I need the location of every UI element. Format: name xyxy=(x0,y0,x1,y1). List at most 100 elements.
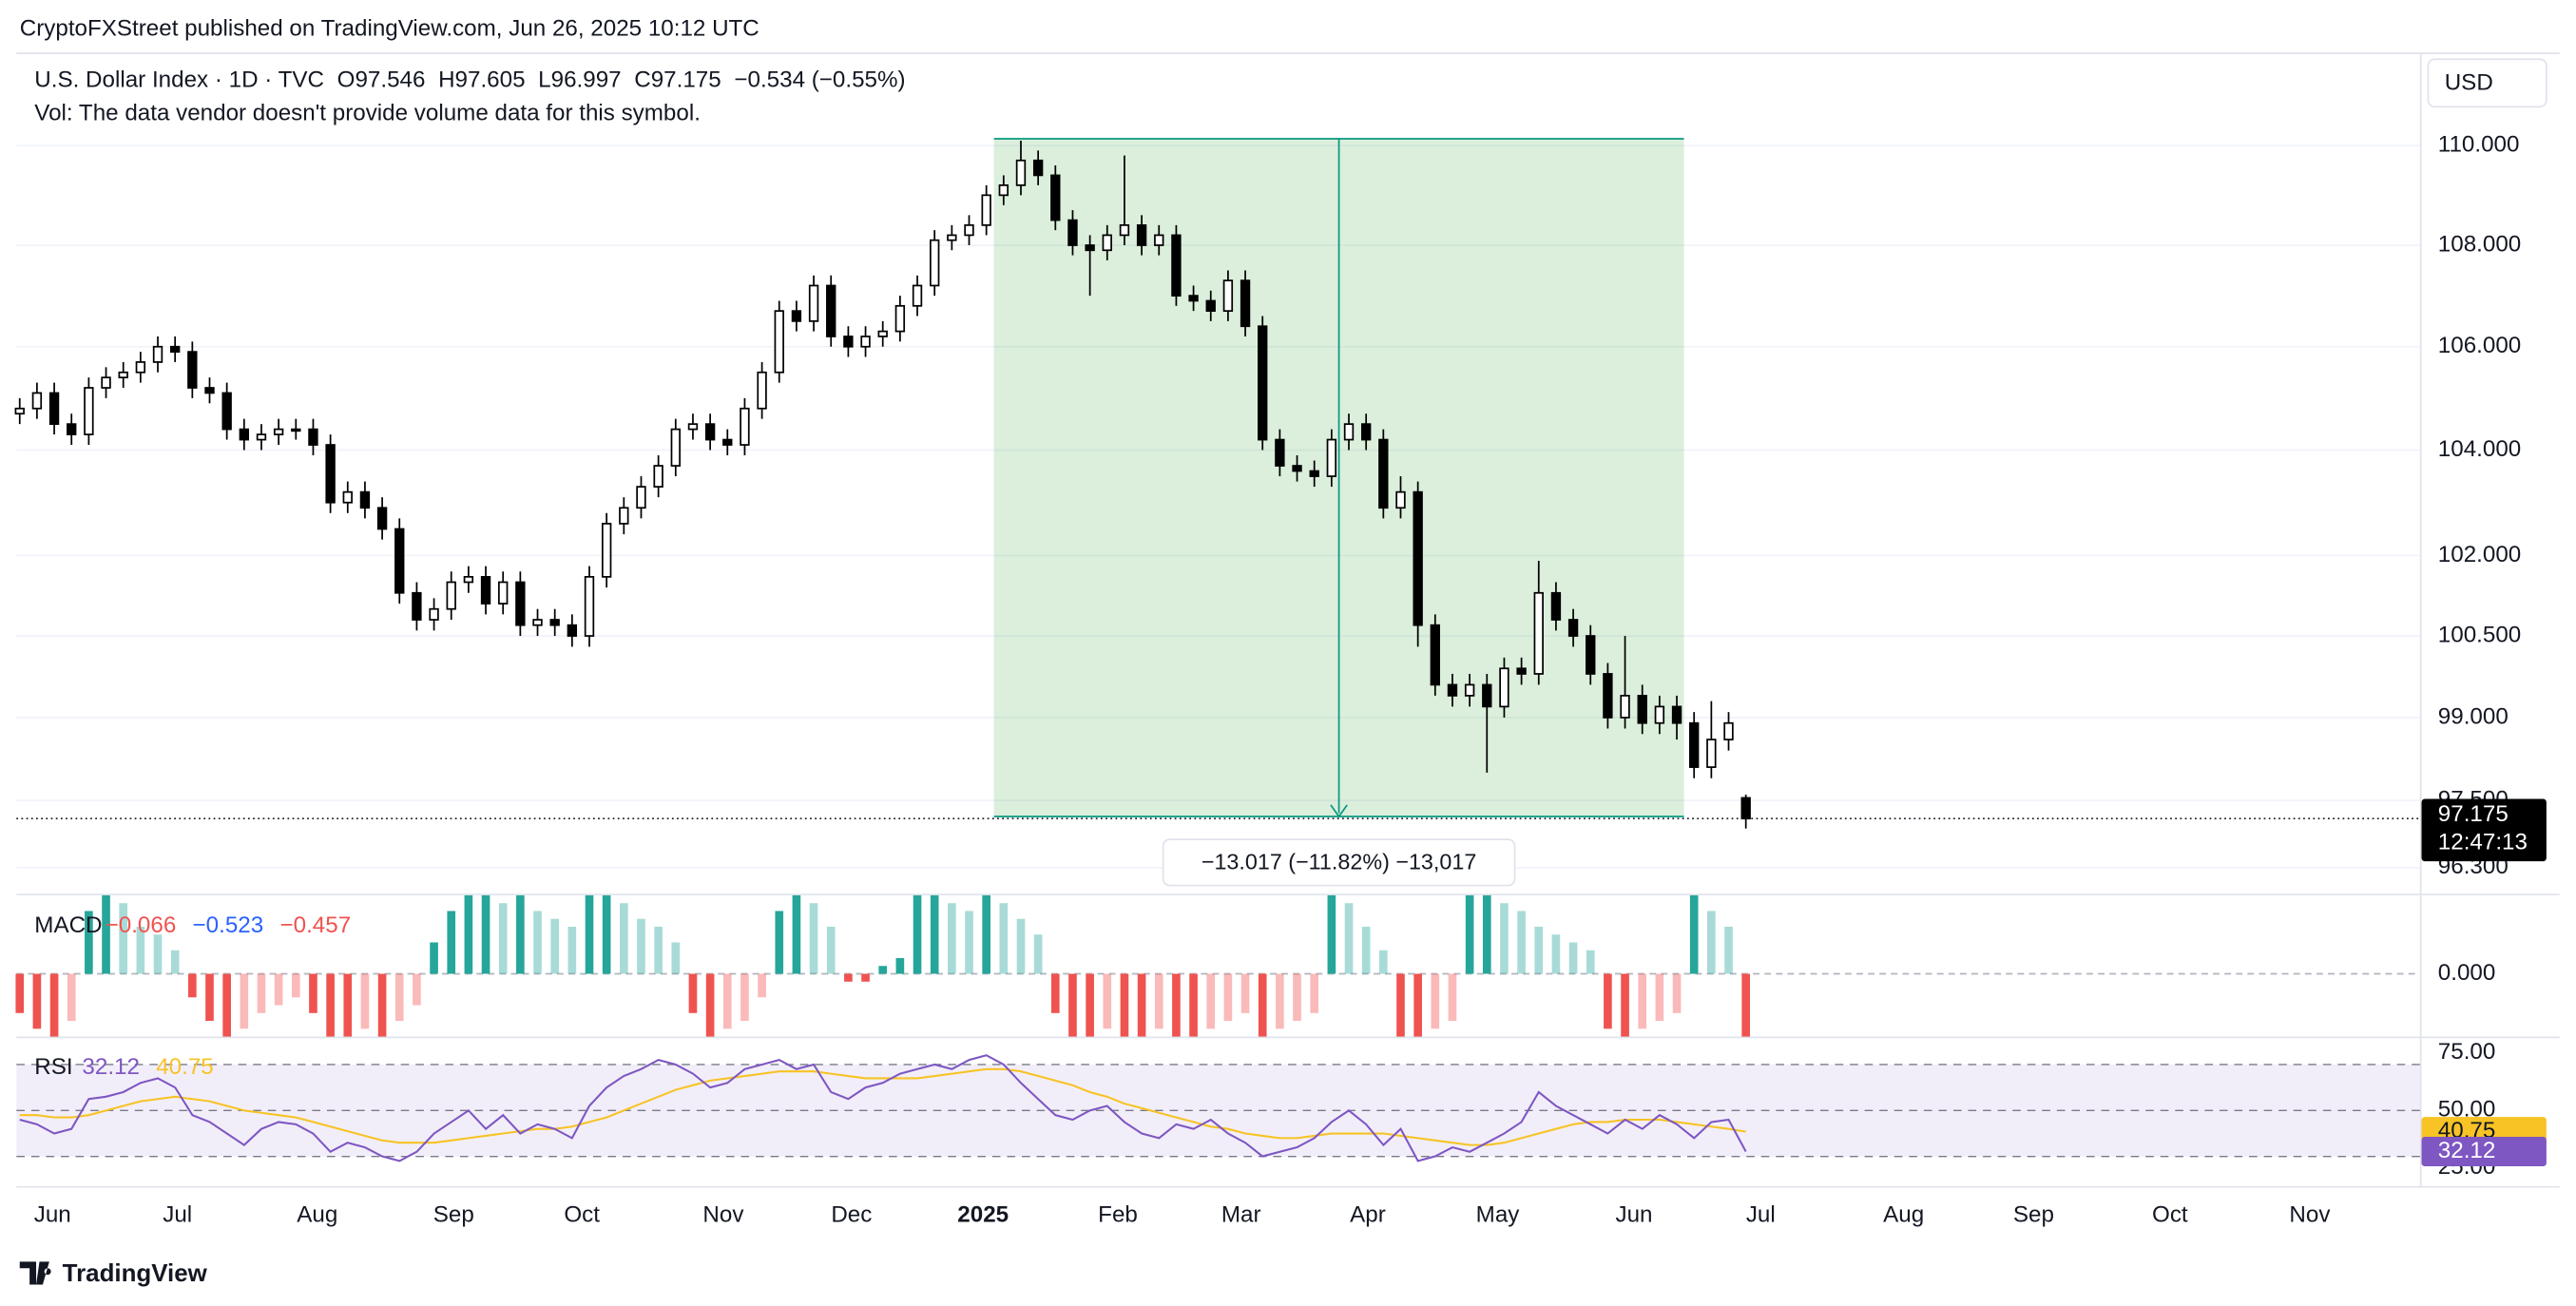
histogram-bar xyxy=(1068,973,1077,1037)
histogram-bar xyxy=(620,903,628,974)
candle-body xyxy=(1326,438,1337,477)
histogram-bar xyxy=(153,934,163,974)
frame xyxy=(16,52,2560,1188)
background-layer xyxy=(16,144,2420,1158)
histogram-bar xyxy=(826,926,836,974)
histogram-bar xyxy=(1517,911,1526,974)
histogram-bar xyxy=(809,903,818,974)
histogram-bar xyxy=(1431,973,1440,1029)
histogram-bar xyxy=(1120,973,1129,1037)
candle-body xyxy=(877,330,888,337)
histogram-bar xyxy=(1448,973,1457,1022)
histogram-bar xyxy=(240,973,249,1029)
histogram-bar xyxy=(1621,973,1629,1037)
candle-body xyxy=(498,581,509,605)
candle-body xyxy=(1637,695,1647,724)
candle-body xyxy=(412,591,422,621)
candle-body xyxy=(791,310,802,322)
indicator-title: MACD xyxy=(34,912,102,938)
x-tick-label: Mar xyxy=(1221,1201,1261,1227)
x-tick-label: Jun xyxy=(34,1201,71,1227)
candle-body xyxy=(1015,159,1027,186)
candle-body xyxy=(291,428,301,432)
histogram-bar xyxy=(533,911,542,974)
candle-body xyxy=(1343,423,1355,441)
candle-body xyxy=(687,423,699,431)
measure-arrowhead xyxy=(1330,804,1348,818)
candle-body xyxy=(1378,438,1389,509)
candle-body xyxy=(964,224,974,237)
candle-body xyxy=(808,284,819,322)
histogram-bar xyxy=(516,894,525,974)
candle-body xyxy=(1171,234,1182,297)
candle-body xyxy=(1188,295,1199,302)
candle-body xyxy=(1499,667,1509,708)
candle-body xyxy=(273,428,284,435)
change: −0.534 (−0.55%) xyxy=(734,67,905,93)
histogram-bar xyxy=(740,973,749,1022)
y-tick-label: 106.000 xyxy=(2438,333,2521,358)
candle-body xyxy=(619,507,629,525)
histogram-bar xyxy=(1103,973,1112,1029)
candle-body xyxy=(636,486,646,509)
measure-annotation: −13.017 (−11.82%) −13,017 xyxy=(993,138,1684,887)
histogram-bar xyxy=(188,973,197,998)
indicator-value: −0.457 xyxy=(280,912,352,938)
x-tick-label: Nov xyxy=(702,1201,744,1227)
histogram-bar xyxy=(1482,894,1491,974)
candle-body xyxy=(480,576,491,605)
histogram-bar xyxy=(102,894,110,974)
candle-body xyxy=(722,438,733,446)
histogram-bar xyxy=(982,894,990,974)
currency-box[interactable] xyxy=(2427,58,2547,108)
last-price: 97.175 xyxy=(2438,801,2509,827)
ohlc-value: 97.605 xyxy=(455,67,526,93)
histogram-bar xyxy=(309,973,317,1013)
candle-body xyxy=(860,336,871,348)
histogram-bar xyxy=(1465,894,1474,974)
candle-body xyxy=(187,351,198,389)
ohlc-prefix: L xyxy=(538,67,550,93)
candle-body xyxy=(118,371,128,379)
candle-body xyxy=(1516,667,1527,675)
candle-body xyxy=(670,428,681,467)
candle-body xyxy=(1464,683,1475,697)
candle-body xyxy=(1102,234,1112,252)
indicator-line xyxy=(19,1054,1747,1162)
candle-body xyxy=(204,387,215,394)
histogram-bar xyxy=(222,973,231,1037)
x-tick-label: Sep xyxy=(2013,1201,2054,1227)
histogram-bar xyxy=(291,973,300,998)
histogram-bar xyxy=(1137,973,1146,1037)
currency[interactable]: USD xyxy=(2445,70,2493,96)
histogram-bar xyxy=(585,894,594,974)
candle-body xyxy=(239,428,250,441)
candle-body xyxy=(1119,224,1130,237)
x-tick-label: Jul xyxy=(1746,1201,1776,1227)
histogram-bar xyxy=(85,911,93,974)
histogram-bar xyxy=(861,973,870,982)
histogram-bar xyxy=(257,973,266,1013)
candle-body xyxy=(549,619,560,626)
ohlc-value: 96.997 xyxy=(551,67,622,93)
histogram-bar xyxy=(602,894,611,974)
histogram-bar xyxy=(775,911,784,974)
histogram-bar xyxy=(1206,973,1216,1029)
candle-body xyxy=(757,371,767,410)
x-tick-label: Feb xyxy=(1098,1201,1138,1227)
brand-name: TradingView xyxy=(63,1260,208,1287)
histogram-bar xyxy=(722,973,732,1029)
candle-body xyxy=(1222,279,1234,313)
publisher: CryptoFXStreet published on TradingView.… xyxy=(20,16,759,42)
histogram-bar xyxy=(32,973,42,1029)
ohlc-prefix: O xyxy=(337,67,356,93)
candle-body xyxy=(376,507,388,530)
value-badge xyxy=(2421,1136,2547,1167)
histogram-bar xyxy=(49,973,59,1037)
candle-body xyxy=(843,336,854,348)
candle-body xyxy=(774,310,784,374)
histogram-bar xyxy=(1655,973,1664,1022)
candle-body xyxy=(31,392,43,410)
histogram-bar xyxy=(394,973,404,1022)
